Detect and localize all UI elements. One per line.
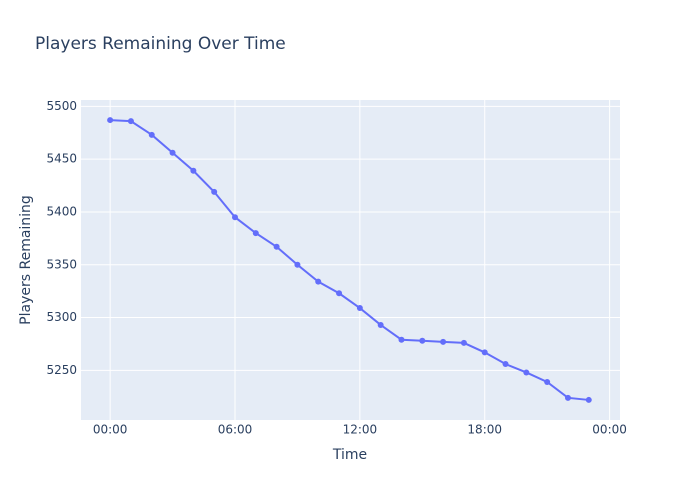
x-tick-label: 06:00 bbox=[218, 423, 253, 437]
y-tick-label: 5400 bbox=[46, 204, 77, 218]
point bbox=[232, 214, 238, 221]
y-tick-label: 5250 bbox=[46, 363, 77, 377]
point bbox=[502, 361, 509, 368]
point bbox=[440, 338, 447, 345]
point bbox=[564, 394, 571, 401]
y-tick-label: 5500 bbox=[46, 99, 77, 113]
point bbox=[356, 305, 363, 312]
grid bbox=[81, 100, 620, 420]
x-tick-label: 12:00 bbox=[343, 423, 378, 437]
point bbox=[377, 321, 384, 328]
point bbox=[107, 117, 114, 124]
line bbox=[110, 119, 589, 401]
x-tick-label: 18:00 bbox=[467, 423, 502, 437]
point bbox=[523, 369, 530, 376]
y-axis-title: Players Remaining bbox=[18, 195, 34, 325]
point bbox=[336, 290, 343, 297]
x-tick-label: 00:00 bbox=[592, 423, 627, 437]
point bbox=[460, 339, 467, 346]
point bbox=[481, 349, 488, 356]
point bbox=[544, 378, 551, 385]
point bbox=[398, 336, 405, 343]
point bbox=[127, 118, 134, 125]
point bbox=[252, 230, 259, 237]
y-tick-label: 5300 bbox=[46, 310, 77, 324]
point bbox=[585, 396, 592, 403]
x-axis-title: Time bbox=[332, 447, 367, 463]
y-tick-label: 5450 bbox=[46, 152, 77, 166]
point bbox=[419, 337, 426, 344]
point bbox=[294, 261, 301, 268]
point bbox=[190, 167, 197, 174]
point bbox=[211, 188, 218, 195]
x-tick-label: 00:00 bbox=[93, 423, 128, 437]
chart-title: Players Remaining Over Time bbox=[35, 34, 286, 54]
point bbox=[273, 243, 280, 250]
point bbox=[148, 131, 155, 138]
y-tick-label: 5350 bbox=[46, 257, 77, 271]
point bbox=[315, 278, 322, 285]
point bbox=[169, 149, 176, 156]
plot-area bbox=[81, 100, 620, 420]
